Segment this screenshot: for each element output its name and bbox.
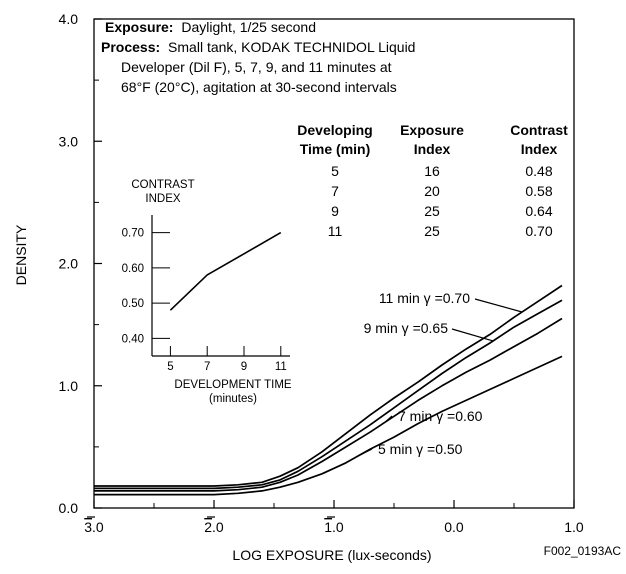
process-text: Small tank, KODAK TECHNIDOL Liquid [168,39,415,55]
process-label: Process: [101,39,160,55]
y-tick-label: 0.0 [59,500,79,516]
table-cell: 0.58 [525,183,552,199]
table-header: Contrast [510,122,568,138]
curve-line [94,299,563,490]
x-tick-suffix: .0 [92,519,104,535]
process-line-2: Developer (Dil F), 5, 7, 9, and 11 minut… [121,59,392,75]
curve-line [94,317,563,492]
curve-leader-line [384,415,393,423]
main-curves [94,284,563,496]
inset-y-tick-label: 0.70 [122,228,144,240]
x-tick-label: 1.0 [324,519,344,535]
table-cell: 5 [331,163,339,179]
x-tick-digit: 1 [564,519,572,535]
curve-leader-line [357,448,373,457]
curve-leader-line [451,328,494,342]
svg-text:Process: Small tank, KOD: Process: Small tank, KODAK TECHNIDOL Liq… [101,39,415,55]
x-tick-digit: 3 [84,519,92,535]
y-axis-label: DENSITY [13,224,29,285]
x-tick-digit: 2 [204,519,212,535]
figure-code: F002_0193AC [544,544,622,558]
process-line-3: 68°F (20°C), agitation at 30-second inte… [121,79,397,95]
x-tick-suffix: .0 [332,519,344,535]
table-cell: 25 [424,203,440,219]
table-cell: 16 [424,163,440,179]
inset-x-tick-label: 5 [167,361,173,373]
inset-x-label-unit: (minutes) [209,393,257,405]
x-tick-label: 1.0 [564,519,584,535]
x-tick-digit: 1 [324,519,332,535]
inset-chart: CONTRAST INDEX 0.40 0.50 0.60 0.70 5 7 9 11 DEVELO… [122,179,292,405]
y-tick-label: 2.0 [59,256,79,272]
table-header: Time (min) [300,141,371,157]
x-tick-digit: 0 [444,519,452,535]
table-header: Exposure [400,122,464,138]
exposure-label: Exposure: [105,19,173,35]
inset-title: CONTRAST [131,179,194,191]
curve-labels: 5 min γ =0.50 7 min γ =0.60 9 min γ =0.65 1… [357,290,523,457]
inset-x-tick-label: 7 [204,361,210,373]
inset-x-label: DEVELOPMENT TIME [174,379,291,391]
table-cell: 0.64 [525,203,552,219]
inset-title: INDEX [145,193,180,205]
table-cell: 0.70 [525,223,552,239]
curve-line [94,284,563,487]
inset-y-tick-label: 0.40 [122,333,144,345]
data-table: Developing Time (min) Exposure Index Contras… [297,122,568,239]
x-axis-label: LOG EXPOSURE (lux-seconds) [232,547,431,563]
info-block: Exposure: Daylight, 1/25 second Process:… [101,19,415,95]
main-ticks: 0.01.02.03.04.03.0 2.0 1.0 0.0 1.0 [59,11,584,535]
svg-text:Exposure: Daylight, 1/25: Exposure: Daylight, 1/25 second [105,19,316,35]
curve-label: 9 min γ =0.65 [364,320,449,336]
curve-label: 7 min γ =0.60 [398,408,483,424]
x-tick-label: 0.0 [444,519,464,535]
curve-line [94,355,563,496]
table-header: Index [414,141,451,157]
inset-curve [169,231,282,311]
table-cell: 20 [424,183,440,199]
table-cell: 0.48 [525,163,552,179]
inset-y-tick-label: 0.50 [122,298,144,310]
y-tick-label: 3.0 [59,133,79,149]
table-cell: 9 [331,203,339,219]
inset-x-tick-label: 9 [241,361,247,373]
curve-label: 11 min γ =0.70 [379,290,470,306]
table-header: Index [521,141,558,157]
table-header: Developing [297,122,372,138]
table-cell: 11 [328,223,343,239]
x-tick-suffix: .0 [212,519,224,535]
x-tick-suffix: .0 [572,519,584,535]
inset-y-tick-label: 0.60 [122,263,144,275]
inset-x-tick-label: 11 [275,361,287,373]
x-tick-label: 3.0 [84,519,104,535]
x-tick-label: 2.0 [204,519,224,535]
curve-label: 5 min γ =0.50 [378,441,463,457]
table-cell: 25 [424,223,440,239]
y-tick-label: 1.0 [59,378,79,394]
exposure-text: Daylight, 1/25 second [181,19,316,35]
table-cell: 7 [331,183,339,199]
x-tick-suffix: .0 [452,519,464,535]
curve-leader-line [474,298,523,313]
y-tick-label: 4.0 [59,11,79,27]
